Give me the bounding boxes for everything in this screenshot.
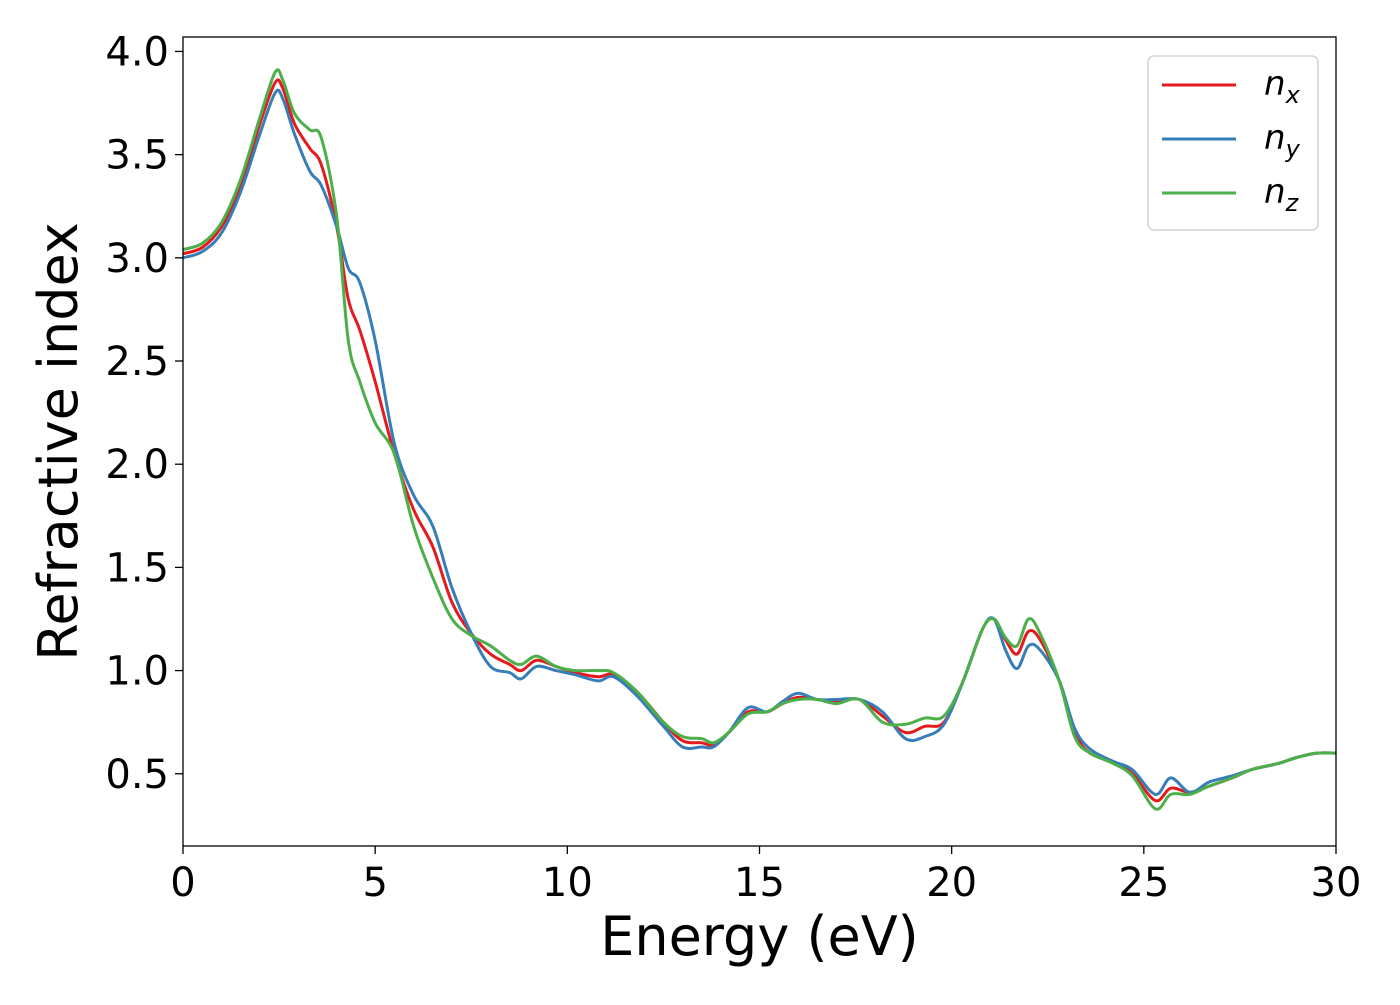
legend-box [1147, 55, 1319, 231]
y-tick-label: 2.5 [105, 339, 169, 385]
legend-label-base: n [1264, 172, 1286, 212]
y-tick-label: 3.5 [105, 133, 169, 179]
x-tick-label: 15 [734, 860, 785, 906]
y-tick-label: 3.0 [105, 236, 169, 282]
x-tick-label: 0 [170, 860, 195, 906]
y-tick-label: 4.0 [105, 29, 169, 75]
x-tick-label: 10 [542, 860, 593, 906]
x-tick-label: 20 [926, 860, 977, 906]
y-axis-label: Refractive index [27, 222, 90, 661]
y-tick-label: 1.0 [105, 649, 169, 695]
legend-label-n_x: nx [1264, 64, 1301, 109]
y-tick-label: 0.5 [105, 752, 169, 798]
legend-label-subscript: x [1285, 81, 1301, 109]
legend-label-n_z: nz [1264, 172, 1300, 217]
y-tick-label: 1.5 [105, 545, 169, 591]
x-tick-label: 30 [1311, 860, 1362, 906]
x-tick-label: 25 [1118, 860, 1169, 906]
legend-label-base: n [1264, 118, 1286, 158]
plot-layer [183, 68, 1336, 811]
legend-label-n_y: ny [1264, 118, 1301, 163]
legend-label-subscript: y [1285, 135, 1301, 163]
x-tick-label: 5 [362, 860, 387, 906]
x-axis-label: Energy (eV) [600, 905, 919, 968]
series-line-n_z [183, 68, 1336, 811]
y-axis-ticks: 0.5 1.0 1.5 2.0 2.5 3.0 3.5 4.0 [105, 29, 183, 798]
x-axis-ticks: 0 5 10 15 20 25 30 [170, 846, 1361, 906]
legend-label-base: n [1264, 64, 1286, 104]
y-tick-label: 2.0 [105, 442, 169, 488]
legend-label-subscript: z [1285, 189, 1300, 217]
